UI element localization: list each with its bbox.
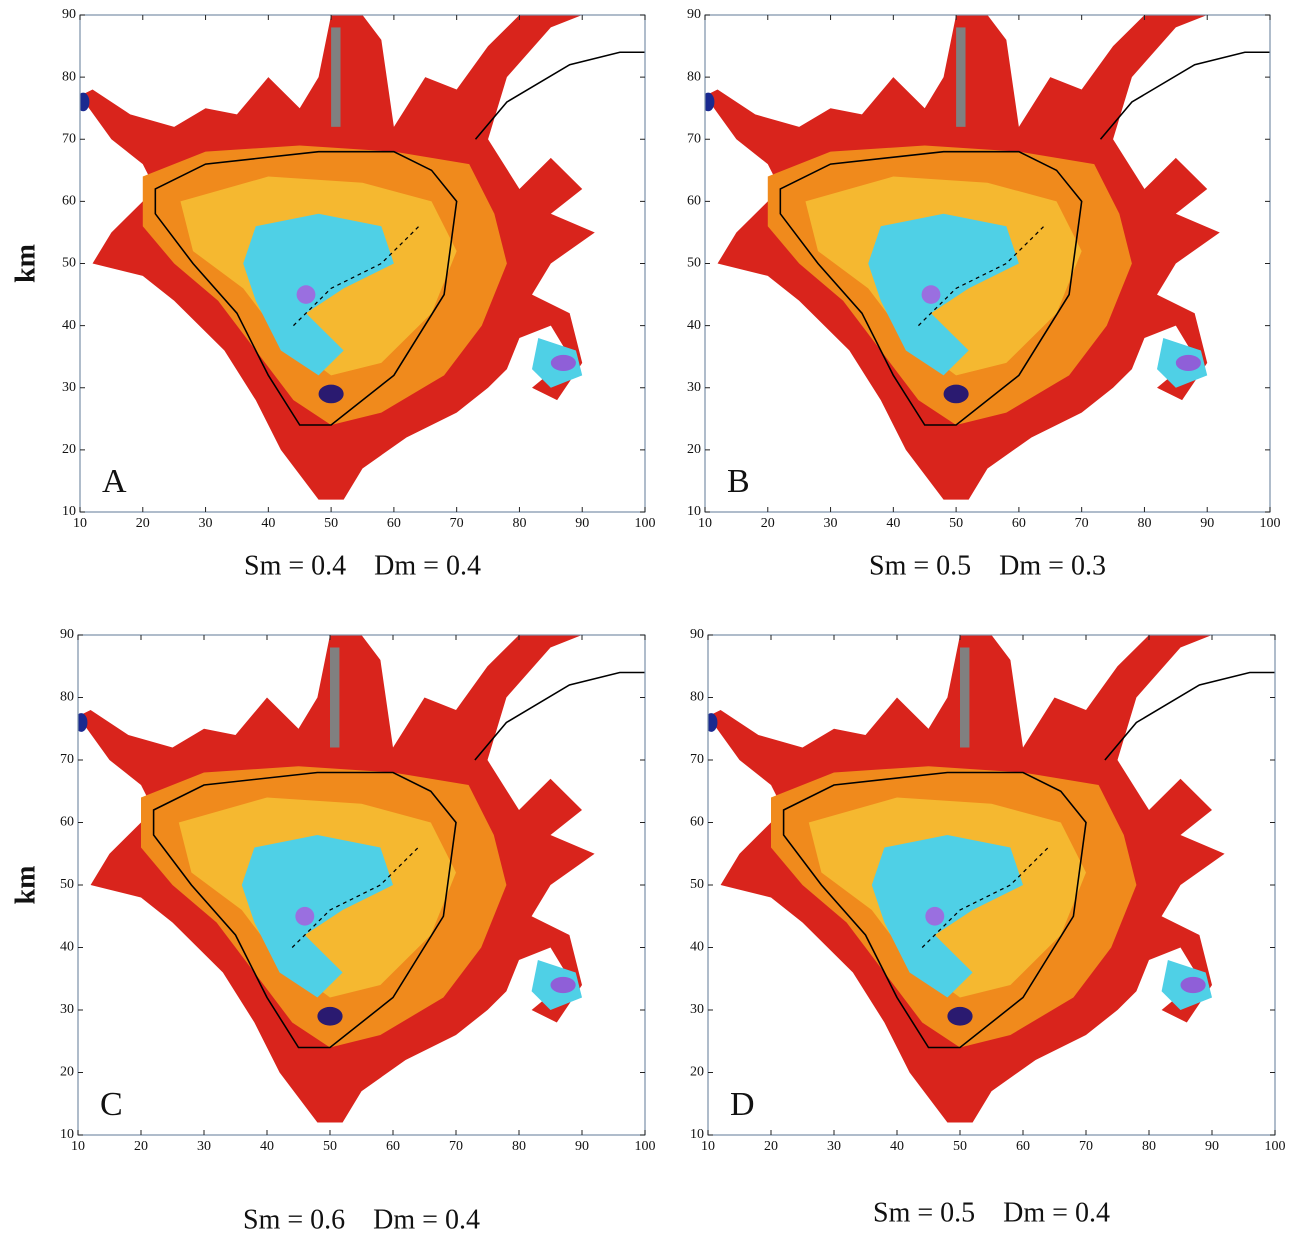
x-tick-label: 80 — [512, 516, 526, 531]
x-tick-label: 60 — [1016, 1139, 1030, 1154]
x-tick-label: 20 — [761, 516, 775, 531]
x-tick-label: 10 — [71, 1139, 85, 1154]
y-tick-label: 50 — [690, 877, 704, 892]
y-axis-label: km — [10, 866, 41, 905]
y-tick-label: 40 — [62, 318, 76, 333]
x-tick-label: 50 — [323, 1139, 337, 1154]
x-tick-label: 40 — [261, 516, 275, 531]
x-tick-label: 20 — [764, 1139, 778, 1154]
x-tick-label: 60 — [1012, 516, 1026, 531]
x-tick-label: 30 — [824, 516, 838, 531]
y-tick-label: 40 — [687, 318, 701, 333]
y-tick-label: 10 — [62, 504, 76, 519]
x-tick-label: 60 — [386, 1139, 400, 1154]
y-tick-label: 40 — [690, 940, 704, 955]
x-tick-label: 10 — [73, 516, 87, 531]
y-tick-label: 30 — [60, 1002, 74, 1017]
x-tick-label: 100 — [635, 1139, 656, 1154]
x-tick-label: 50 — [949, 516, 963, 531]
caption: Sm = 0.5 Dm = 0.3 — [869, 550, 1106, 581]
panel-label: A — [102, 463, 127, 500]
panel: 10 20 30 40 50 60 70 80 90 100 10 20 30 40 50 60 70 80 90 C… — [10, 627, 655, 1235]
y-tick-label: 20 — [687, 442, 701, 457]
x-tick-label: 100 — [635, 516, 656, 531]
x-tick-label: 50 — [953, 1139, 967, 1154]
x-tick-label: 90 — [575, 1139, 589, 1154]
y-tick-label: 30 — [687, 380, 701, 395]
x-tick-label: 70 — [449, 1139, 463, 1154]
field-map — [705, 15, 1270, 501]
y-tick-label: 60 — [687, 194, 701, 209]
x-tick-label: 20 — [136, 516, 150, 531]
x-tick-label: 70 — [1079, 1139, 1093, 1154]
x-tick-label: 40 — [886, 516, 900, 531]
y-tick-label: 60 — [60, 815, 74, 830]
panel: 10 20 30 40 50 60 70 80 90 100 10 20 30 40 50 60 70 80 90 D… — [690, 627, 1286, 1228]
y-tick-label: 90 — [62, 7, 76, 22]
x-tick-label: 90 — [575, 516, 589, 531]
y-tick-label: 10 — [687, 504, 701, 519]
field-map — [80, 15, 645, 501]
y-tick-label: 10 — [60, 1127, 74, 1142]
x-tick-label: 70 — [450, 516, 464, 531]
x-tick-label: 80 — [1142, 1139, 1156, 1154]
x-tick-label: 40 — [260, 1139, 274, 1154]
y-tick-label: 50 — [62, 256, 76, 271]
x-tick-label: 100 — [1260, 516, 1281, 531]
y-tick-label: 90 — [687, 7, 701, 22]
y-tick-label: 70 — [690, 752, 704, 767]
field-map — [708, 635, 1275, 1124]
panel-label: B — [727, 463, 750, 500]
x-tick-label: 90 — [1200, 516, 1214, 531]
y-tick-label: 20 — [62, 442, 76, 457]
caption: Sm = 0.5 Dm = 0.4 — [873, 1197, 1110, 1228]
x-tick-label: 30 — [827, 1139, 841, 1154]
x-tick-label: 70 — [1075, 516, 1089, 531]
panel-label: C — [100, 1086, 123, 1123]
y-tick-label: 70 — [60, 752, 74, 767]
y-tick-label: 20 — [690, 1065, 704, 1080]
y-tick-label: 20 — [60, 1065, 74, 1080]
caption: Sm = 0.4 Dm = 0.4 — [244, 550, 481, 581]
x-tick-label: 60 — [387, 516, 401, 531]
y-axis-label: km — [10, 244, 41, 283]
x-tick-label: 100 — [1265, 1139, 1286, 1154]
x-tick-label: 50 — [324, 516, 338, 531]
x-tick-label: 80 — [512, 1139, 526, 1154]
panel: 10 20 30 40 50 60 70 80 90 100 10 20 30 40 50 60 70 80 90 B… — [687, 7, 1281, 581]
x-tick-label: 20 — [134, 1139, 148, 1154]
x-tick-label: 40 — [890, 1139, 904, 1154]
y-tick-label: 80 — [60, 690, 74, 705]
y-tick-label: 70 — [687, 131, 701, 146]
x-tick-label: 30 — [199, 516, 213, 531]
y-tick-label: 30 — [62, 380, 76, 395]
y-tick-label: 80 — [62, 69, 76, 84]
y-tick-label: 60 — [62, 194, 76, 209]
y-tick-label: 40 — [60, 940, 74, 955]
x-tick-label: 80 — [1137, 516, 1151, 531]
y-tick-label: 90 — [690, 627, 704, 642]
y-tick-label: 10 — [690, 1127, 704, 1142]
y-tick-label: 80 — [690, 690, 704, 705]
x-tick-label: 10 — [701, 1139, 715, 1154]
caption: Sm = 0.6 Dm = 0.4 — [243, 1204, 480, 1235]
y-tick-label: 70 — [62, 131, 76, 146]
y-tick-label: 50 — [687, 256, 701, 271]
x-tick-label: 10 — [698, 516, 712, 531]
y-tick-label: 90 — [60, 627, 74, 642]
y-tick-label: 50 — [60, 877, 74, 892]
panel-label: D — [730, 1086, 755, 1123]
y-tick-label: 80 — [687, 69, 701, 84]
y-tick-label: 60 — [690, 815, 704, 830]
field-map — [78, 635, 645, 1124]
x-tick-label: 90 — [1205, 1139, 1219, 1154]
x-tick-label: 30 — [197, 1139, 211, 1154]
panel: 10 20 30 40 50 60 70 80 90 100 10 20 30 40 50 60 70 80 90 A… — [10, 7, 655, 581]
y-tick-label: 30 — [690, 1002, 704, 1017]
